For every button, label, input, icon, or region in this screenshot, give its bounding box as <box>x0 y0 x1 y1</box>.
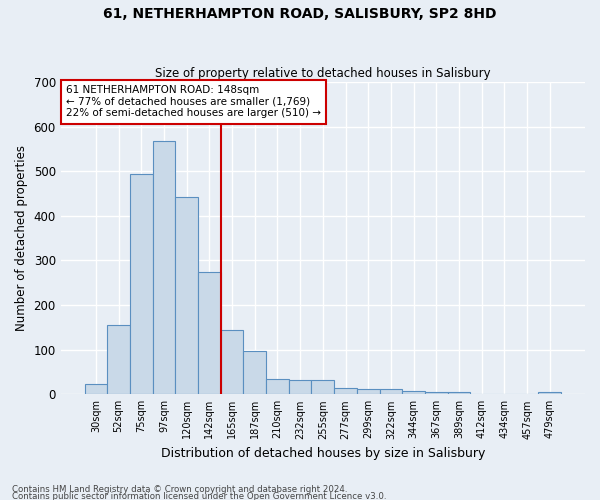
Bar <box>402 390 425 394</box>
Bar <box>311 380 334 394</box>
Bar <box>85 384 107 394</box>
Bar <box>107 325 130 394</box>
Bar <box>175 196 198 394</box>
Bar <box>425 392 448 394</box>
Bar <box>538 392 561 394</box>
Bar <box>448 392 470 394</box>
Text: 61, NETHERHAMPTON ROAD, SALISBURY, SP2 8HD: 61, NETHERHAMPTON ROAD, SALISBURY, SP2 8… <box>103 8 497 22</box>
Bar <box>357 388 380 394</box>
Bar <box>266 378 289 394</box>
Bar <box>130 174 152 394</box>
Bar <box>198 272 221 394</box>
Bar <box>289 380 311 394</box>
Bar <box>244 351 266 395</box>
Text: Contains HM Land Registry data © Crown copyright and database right 2024.: Contains HM Land Registry data © Crown c… <box>12 486 347 494</box>
Bar <box>380 390 402 394</box>
X-axis label: Distribution of detached houses by size in Salisbury: Distribution of detached houses by size … <box>161 447 485 460</box>
Bar <box>334 388 357 394</box>
Text: 61 NETHERHAMPTON ROAD: 148sqm
← 77% of detached houses are smaller (1,769)
22% o: 61 NETHERHAMPTON ROAD: 148sqm ← 77% of d… <box>66 85 321 118</box>
Title: Size of property relative to detached houses in Salisbury: Size of property relative to detached ho… <box>155 66 491 80</box>
Y-axis label: Number of detached properties: Number of detached properties <box>15 145 28 331</box>
Text: Contains public sector information licensed under the Open Government Licence v3: Contains public sector information licen… <box>12 492 386 500</box>
Bar <box>221 330 244 394</box>
Bar <box>152 142 175 394</box>
